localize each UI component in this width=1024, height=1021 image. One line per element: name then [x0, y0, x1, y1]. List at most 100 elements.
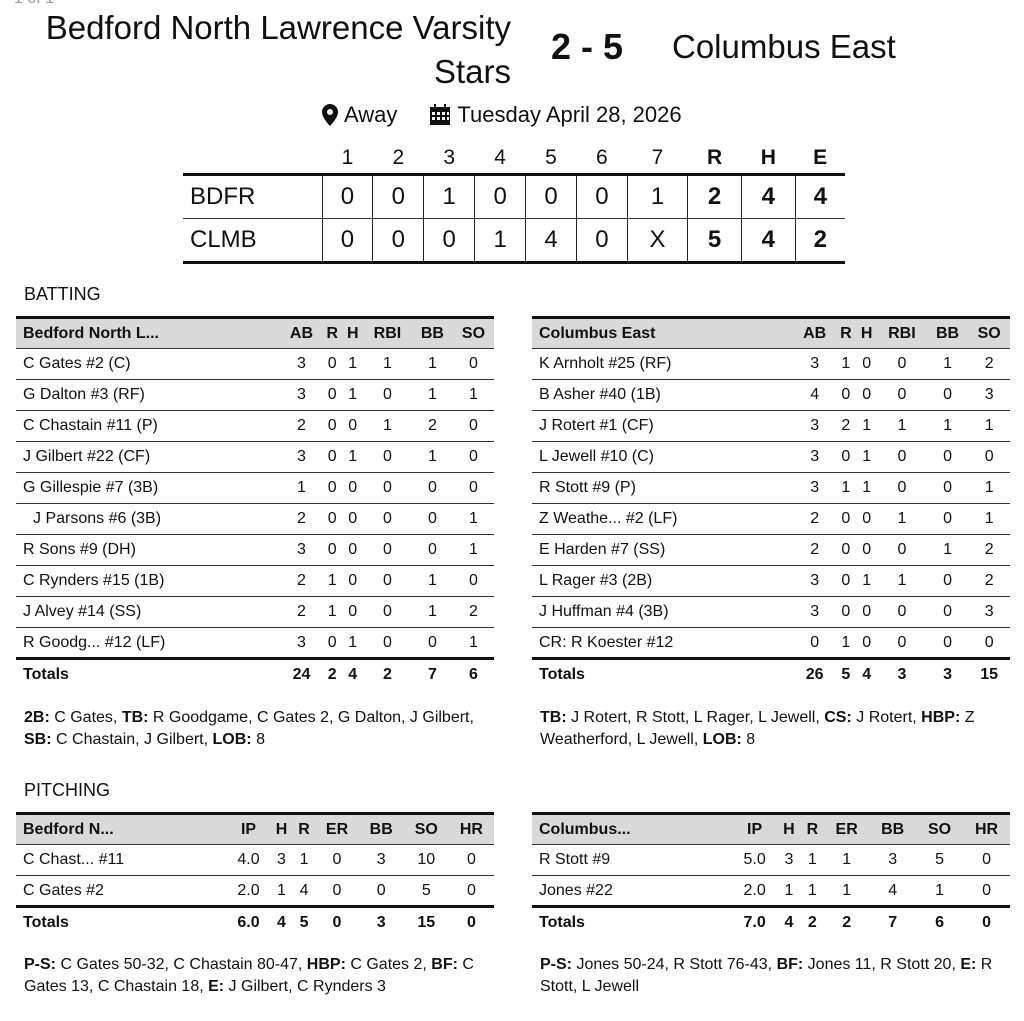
total-cell: 3 [926, 657, 969, 690]
stat-cell: 0 [856, 596, 878, 628]
team-abbr: CLMB [183, 217, 322, 264]
stat-cell: 0 [856, 534, 878, 566]
team-abbr: BDFR [183, 172, 322, 218]
note-text: C Chastain, J Gilbert, [51, 731, 213, 748]
table-row: G Dalton #3 (RF) 3 0 1 0 1 1 [16, 379, 494, 411]
note-label: E: [208, 978, 225, 995]
table-row: C Chastain #11 (P) 2 0 0 1 2 0 [16, 410, 494, 442]
table-header-row: Columbus... IP H R ER BB SO HR [532, 812, 1010, 845]
stat-cell: 0 [315, 875, 359, 907]
note-text: C Gates 2, [345, 956, 432, 973]
note-label: LOB: [702, 731, 742, 748]
stat-cell: 2 [411, 410, 453, 442]
linescore-cell: 0 [423, 217, 475, 264]
player-name: R Stott #9 (P) [532, 472, 794, 504]
note-text: J Rotert, [851, 709, 922, 726]
linescore-cell: 4 [740, 172, 796, 218]
inning-header: 2 [392, 146, 405, 170]
player-name: E Harden #7 (SS) [532, 534, 794, 566]
stat-cell: 1 [342, 441, 363, 473]
stat-cell: 0 [363, 534, 412, 566]
linescore-cell: X [626, 217, 688, 264]
stat-cell: 0 [926, 565, 969, 597]
note-text: R Stott, L Jewell [540, 956, 993, 995]
note-text: J Rotert, R Stott, L Rager, L Jewell, [566, 709, 825, 726]
player-name: Jones #22 [532, 875, 733, 907]
total-cell: 7 [869, 905, 917, 938]
stat-cell: 1 [926, 348, 969, 380]
table-row: R Stott #9 (P) 3 1 1 0 0 1 [532, 472, 1010, 504]
table-row: J Huffman #4 (3B) 3 0 0 0 0 3 [532, 596, 1010, 628]
stat-cell: 1 [800, 844, 825, 876]
totals-row: Totals 24 2 4 2 7 6 [16, 657, 494, 690]
stat-cell: 0 [856, 627, 878, 659]
stat-cell: 0 [877, 348, 927, 380]
note-label: E: [960, 956, 977, 973]
away-batting-table: Columbus East AB R H RBI BB SO K Arnholt #25 (R… [532, 316, 1010, 690]
stat-cell: 1 [452, 627, 494, 659]
column-header: R [800, 812, 825, 845]
column-header: SO [916, 812, 964, 845]
note-text: C Gates, [49, 709, 122, 726]
total-cell: 3 [358, 905, 404, 938]
player-name: G Gillespie #7 (3B) [16, 472, 281, 504]
stat-cell: 3 [280, 348, 322, 380]
totals-label: Totals [16, 657, 281, 690]
column-header: SO [403, 812, 449, 845]
stat-cell: 0 [321, 627, 343, 659]
stat-cell: 0 [321, 379, 343, 411]
stat-cell: 3 [793, 596, 836, 628]
linescore-cell: 0 [575, 217, 628, 264]
stat-cell: 0 [321, 534, 343, 566]
stat-cell: 0 [835, 534, 857, 566]
total-cell: 0 [315, 905, 359, 938]
stat-cell: 0 [963, 875, 1010, 907]
stat-cell: 0 [321, 472, 343, 504]
stat-cell: 1 [363, 348, 412, 380]
stat-cell: 1 [452, 379, 494, 411]
column-header: HR [963, 812, 1010, 845]
stat-cell: 0 [963, 844, 1010, 876]
linescore-cell: 2 [794, 217, 845, 264]
stat-cell: 0 [835, 596, 857, 628]
stat-cell: 3 [280, 379, 322, 411]
total-cell: 0 [448, 905, 494, 938]
stat-cell: 0 [342, 565, 363, 597]
note-label: SB: [24, 731, 52, 748]
note-label: BF: [776, 956, 804, 973]
stat-cell: 2 [968, 348, 1010, 380]
note-text: 8 [741, 731, 756, 748]
note-label: TB: [540, 709, 567, 726]
stat-cell: 0 [321, 410, 343, 442]
note-label: LOB: [212, 731, 252, 748]
location-pin-icon [322, 104, 338, 126]
column-header: R [321, 316, 343, 349]
stat-cell: 0 [856, 348, 878, 380]
stat-cell: 10 [403, 844, 449, 876]
stat-cell: 0 [342, 534, 363, 566]
stat-cell: 1 [856, 441, 878, 473]
player-name: R Goodg... #12 (LF) [16, 627, 281, 659]
stat-cell: 2 [968, 565, 1010, 597]
stat-cell: 0 [835, 565, 857, 597]
player-name: C Chast... #11 [16, 844, 227, 876]
column-header: BB [926, 316, 969, 349]
home-batting-table: Bedford North L... AB R H RBI BB SO C Gates #2 … [16, 316, 494, 690]
stat-cell: 3 [968, 596, 1010, 628]
linescore-row: CLMB 0 0 0 1 4 0 X 5 4 2 [183, 217, 845, 264]
stat-cell: 1 [835, 472, 857, 504]
table-row: J Alvey #14 (SS) 2 1 0 0 1 2 [16, 596, 494, 628]
stat-cell: 1 [411, 441, 453, 473]
stat-cell: 1 [916, 875, 964, 907]
stat-cell: 0 [321, 348, 343, 380]
stat-cell: 0 [448, 844, 494, 876]
stat-cell: 3 [793, 565, 836, 597]
stat-cell: 0 [877, 627, 927, 659]
stat-cell: 1 [321, 565, 343, 597]
column-header: H [777, 812, 801, 845]
player-name: J Alvey #14 (SS) [16, 596, 281, 628]
stat-cell: 0 [411, 627, 453, 659]
table-row: CR: R Koester #12 0 1 0 0 0 0 [532, 627, 1010, 659]
stat-cell: 1 [292, 844, 316, 876]
inning-header: 6 [596, 146, 608, 170]
